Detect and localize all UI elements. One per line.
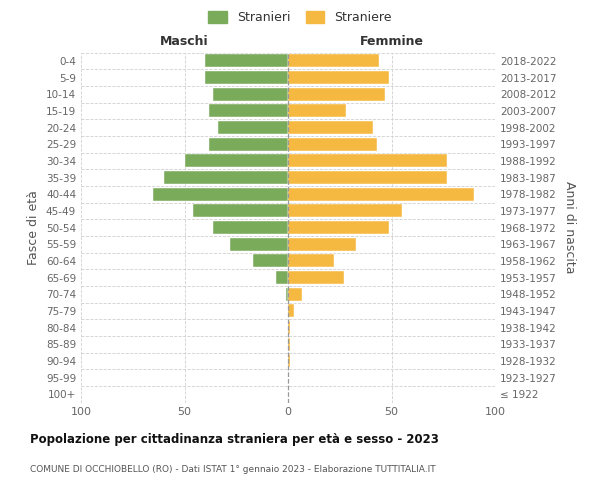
Bar bbox=[209, 104, 288, 118]
Bar bbox=[209, 138, 288, 150]
Bar bbox=[288, 304, 294, 318]
Bar bbox=[288, 221, 389, 234]
Text: Maschi: Maschi bbox=[160, 34, 209, 48]
Bar bbox=[288, 154, 448, 168]
Bar bbox=[230, 238, 288, 250]
Legend: Stranieri, Straniere: Stranieri, Straniere bbox=[206, 8, 394, 26]
Bar bbox=[193, 204, 288, 218]
Bar bbox=[288, 171, 448, 184]
Bar bbox=[288, 254, 334, 268]
Bar bbox=[288, 54, 379, 68]
Bar bbox=[288, 271, 344, 284]
Bar bbox=[288, 238, 356, 250]
Bar bbox=[288, 338, 290, 350]
Bar bbox=[288, 121, 373, 134]
Bar bbox=[154, 188, 288, 200]
Bar bbox=[288, 88, 385, 101]
Bar bbox=[288, 138, 377, 150]
Bar bbox=[253, 254, 288, 268]
Bar bbox=[205, 71, 288, 84]
Bar bbox=[205, 54, 288, 68]
Bar bbox=[286, 288, 288, 300]
Y-axis label: Fasce di età: Fasce di età bbox=[28, 190, 40, 265]
Bar bbox=[185, 154, 288, 168]
Bar bbox=[288, 188, 475, 200]
Text: Popolazione per cittadinanza straniera per età e sesso - 2023: Popolazione per cittadinanza straniera p… bbox=[30, 432, 439, 446]
Bar bbox=[288, 204, 402, 218]
Text: Femmine: Femmine bbox=[359, 34, 424, 48]
Bar bbox=[164, 171, 288, 184]
Text: COMUNE DI OCCHIOBELLO (RO) - Dati ISTAT 1° gennaio 2023 - Elaborazione TUTTITALI: COMUNE DI OCCHIOBELLO (RO) - Dati ISTAT … bbox=[30, 466, 436, 474]
Bar bbox=[288, 104, 346, 118]
Bar bbox=[288, 354, 290, 368]
Bar bbox=[288, 288, 302, 300]
Bar bbox=[214, 221, 288, 234]
Bar bbox=[218, 121, 288, 134]
Bar bbox=[275, 271, 288, 284]
Y-axis label: Anni di nascita: Anni di nascita bbox=[563, 181, 576, 274]
Bar bbox=[288, 321, 290, 334]
Bar bbox=[214, 88, 288, 101]
Bar bbox=[288, 71, 389, 84]
